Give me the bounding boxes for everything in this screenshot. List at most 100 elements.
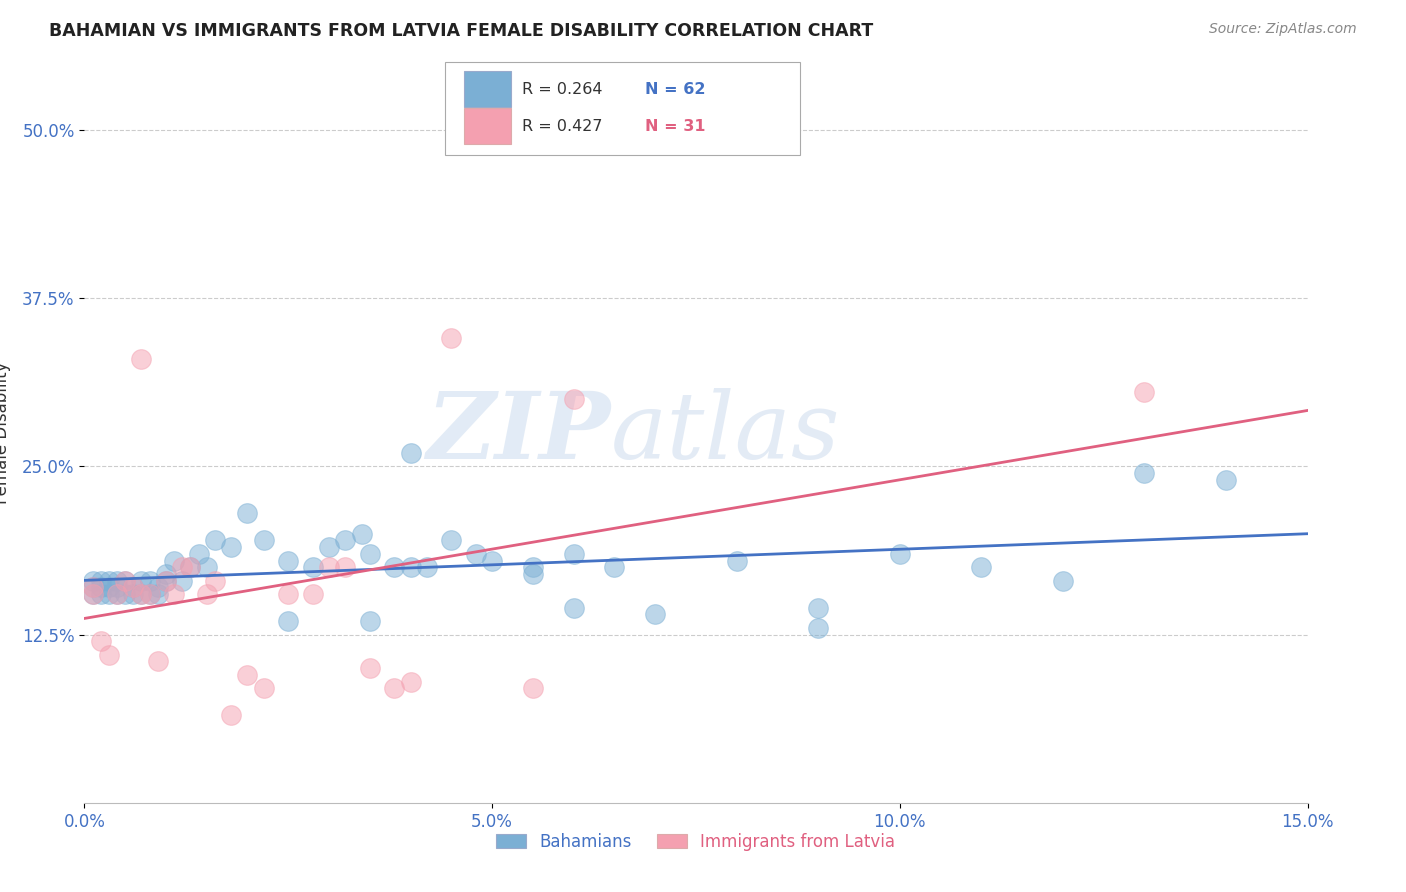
Point bbox=[97, 587, 120, 601]
Point bbox=[97, 581, 120, 595]
Point bbox=[146, 581, 169, 595]
Point bbox=[464, 547, 486, 561]
Point bbox=[114, 574, 136, 588]
Point bbox=[1052, 574, 1074, 588]
Point bbox=[195, 560, 218, 574]
Point bbox=[350, 526, 373, 541]
Point bbox=[416, 560, 439, 574]
Y-axis label: Female Disability: Female Disability bbox=[0, 361, 11, 504]
Text: ZIP: ZIP bbox=[426, 388, 610, 477]
Point bbox=[82, 574, 104, 588]
Point bbox=[219, 540, 242, 554]
Point bbox=[97, 574, 120, 588]
Point bbox=[562, 392, 585, 406]
Point bbox=[335, 533, 357, 548]
Point bbox=[105, 587, 128, 601]
Point bbox=[146, 655, 169, 669]
Point bbox=[204, 574, 226, 588]
Text: R = 0.427: R = 0.427 bbox=[522, 119, 603, 134]
Point bbox=[382, 560, 405, 574]
Point bbox=[114, 574, 136, 588]
Point bbox=[562, 547, 585, 561]
Point bbox=[399, 674, 422, 689]
Text: BAHAMIAN VS IMMIGRANTS FROM LATVIA FEMALE DISABILITY CORRELATION CHART: BAHAMIAN VS IMMIGRANTS FROM LATVIA FEMAL… bbox=[49, 22, 873, 40]
Point bbox=[382, 681, 405, 696]
FancyBboxPatch shape bbox=[464, 108, 512, 144]
Point bbox=[1133, 466, 1156, 480]
Point bbox=[277, 553, 299, 567]
Point bbox=[335, 560, 357, 574]
Point bbox=[522, 681, 544, 696]
Point bbox=[131, 351, 153, 366]
Point bbox=[105, 581, 128, 595]
Point bbox=[138, 574, 160, 588]
Point bbox=[481, 553, 503, 567]
Point bbox=[253, 533, 276, 548]
Point bbox=[889, 547, 911, 561]
Point bbox=[131, 587, 153, 601]
FancyBboxPatch shape bbox=[464, 70, 512, 107]
Point bbox=[146, 587, 169, 601]
Point bbox=[187, 547, 209, 561]
Point bbox=[440, 331, 463, 345]
Point bbox=[155, 574, 177, 588]
Point bbox=[179, 560, 201, 574]
Point bbox=[155, 566, 177, 581]
Point bbox=[253, 681, 276, 696]
Text: atlas: atlas bbox=[610, 388, 839, 477]
Point bbox=[122, 581, 145, 595]
Point bbox=[82, 587, 104, 601]
Point bbox=[522, 566, 544, 581]
Point bbox=[114, 587, 136, 601]
Point bbox=[155, 574, 177, 588]
Point bbox=[90, 634, 112, 648]
Point bbox=[138, 587, 160, 601]
Text: Source: ZipAtlas.com: Source: ZipAtlas.com bbox=[1209, 22, 1357, 37]
Point bbox=[277, 614, 299, 628]
Point bbox=[122, 581, 145, 595]
Point bbox=[301, 560, 323, 574]
Point bbox=[131, 587, 153, 601]
Point bbox=[562, 600, 585, 615]
Point bbox=[1133, 385, 1156, 400]
Point bbox=[195, 587, 218, 601]
Point bbox=[318, 560, 340, 574]
Point bbox=[725, 553, 748, 567]
Point bbox=[219, 708, 242, 723]
Point bbox=[172, 574, 194, 588]
Point bbox=[90, 574, 112, 588]
Point bbox=[163, 587, 186, 601]
Point bbox=[807, 621, 830, 635]
Point bbox=[399, 560, 422, 574]
Point bbox=[82, 587, 104, 601]
Point bbox=[236, 668, 259, 682]
Point bbox=[318, 540, 340, 554]
Point bbox=[131, 574, 153, 588]
Point bbox=[1215, 473, 1237, 487]
Point bbox=[105, 587, 128, 601]
Point bbox=[440, 533, 463, 548]
Point bbox=[90, 581, 112, 595]
Point bbox=[172, 560, 194, 574]
Point bbox=[807, 600, 830, 615]
Point bbox=[236, 507, 259, 521]
Point bbox=[138, 587, 160, 601]
Point bbox=[301, 587, 323, 601]
Point bbox=[603, 560, 626, 574]
Point bbox=[644, 607, 666, 622]
Point bbox=[82, 581, 104, 595]
Point bbox=[204, 533, 226, 548]
Text: N = 31: N = 31 bbox=[644, 119, 704, 134]
Point bbox=[399, 446, 422, 460]
Text: N = 62: N = 62 bbox=[644, 81, 704, 96]
Point bbox=[179, 560, 201, 574]
Point bbox=[359, 614, 381, 628]
Point bbox=[82, 581, 104, 595]
Legend: Bahamians, Immigrants from Latvia: Bahamians, Immigrants from Latvia bbox=[489, 826, 903, 857]
Point bbox=[90, 587, 112, 601]
Point bbox=[277, 587, 299, 601]
Point bbox=[105, 574, 128, 588]
Point bbox=[122, 587, 145, 601]
Point bbox=[359, 661, 381, 675]
Point bbox=[522, 560, 544, 574]
